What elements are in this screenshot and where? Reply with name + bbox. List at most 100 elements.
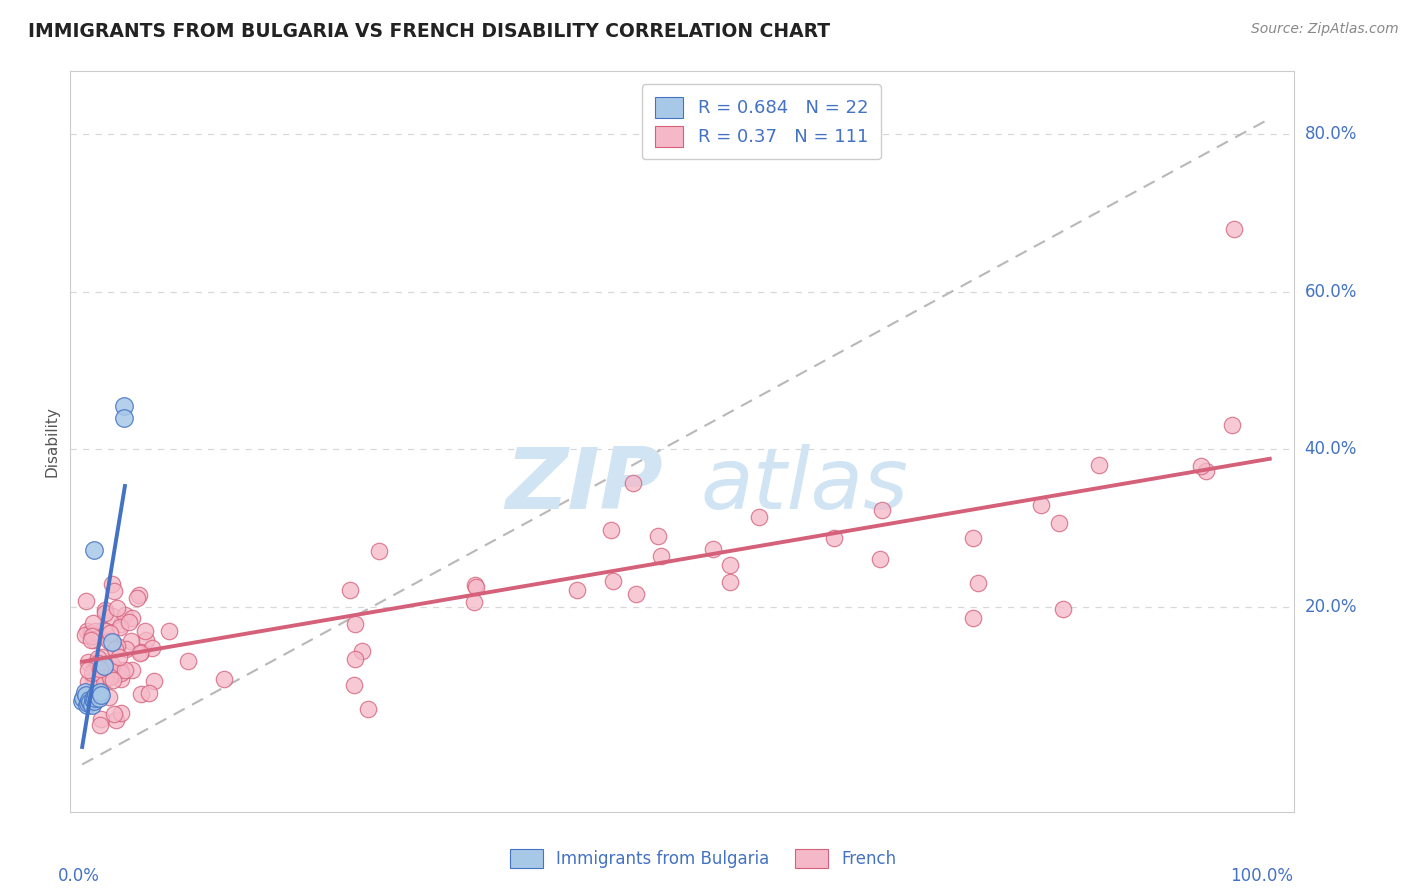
Point [98,670,121,684]
Point [121,611,143,625]
Point [91,650,114,665]
Point [76,624,98,639]
Point [1029,498,1052,512]
Point [75,688,97,702]
Text: 40.0%: 40.0% [1305,441,1357,458]
Point [86,688,108,702]
Point [110,672,132,686]
Point [177,654,200,668]
Point [464,578,486,592]
Point [823,532,845,546]
Point [91,656,114,670]
Point [1195,464,1218,478]
Point [718,558,741,573]
Point [869,552,891,566]
Point [89,718,111,732]
Point [143,673,166,688]
Point [100,609,122,624]
Point [72,690,94,705]
Point [98,690,121,704]
Text: ZIP: ZIP [505,444,662,527]
Point [1189,458,1212,473]
Point [87,690,110,705]
Point [84,690,107,705]
Point [110,665,132,680]
Point [212,672,235,686]
Point [80,698,103,712]
Point [86,687,108,701]
Point [339,582,361,597]
Text: 0.0%: 0.0% [58,867,100,885]
Point [90,712,112,726]
Point [103,665,125,680]
Point [1223,222,1246,236]
Point [83,661,105,675]
Point [82,692,104,706]
Point [1088,458,1111,472]
Point [114,663,136,677]
Point [157,624,180,639]
Point [870,503,893,517]
Point [115,642,138,657]
Point [83,632,105,647]
Point [90,688,112,702]
Y-axis label: Disability: Disability [44,406,59,477]
Point [141,640,163,655]
Point [1052,602,1074,616]
Point [128,588,150,602]
Point [120,634,142,648]
Text: 100.0%: 100.0% [1230,867,1294,885]
Point [94,606,117,620]
Point [600,523,623,537]
Point [129,645,152,659]
Point [105,639,128,653]
Point [128,646,150,660]
Point [75,594,97,608]
Point [87,656,110,670]
Point [79,693,101,707]
Point [1047,516,1070,530]
Point [105,601,128,615]
Point [962,531,984,545]
Text: atlas: atlas [700,444,908,527]
Point [104,642,127,657]
Point [1220,417,1243,432]
Point [966,576,988,591]
Point [118,615,141,629]
Point [121,663,143,677]
Point [82,615,104,630]
Point [110,706,132,720]
Point [82,629,104,643]
Point [103,706,125,721]
Point [79,632,101,647]
Point [79,695,101,709]
Point [108,664,131,678]
Point [86,659,108,673]
Point [77,663,100,677]
Point [748,510,770,524]
Point [77,655,100,669]
Text: IMMIGRANTS FROM BULGARIA VS FRENCH DISABILITY CORRELATION CHART: IMMIGRANTS FROM BULGARIA VS FRENCH DISAB… [28,22,831,41]
Point [465,580,488,594]
Point [83,543,105,558]
Point [84,624,107,638]
Point [86,650,108,665]
Point [718,575,741,590]
Point [621,476,644,491]
Point [131,687,153,701]
Point [80,626,103,640]
Legend: Immigrants from Bulgaria, French: Immigrants from Bulgaria, French [503,842,903,875]
Point [647,528,669,542]
Point [101,658,124,673]
Point [76,698,98,713]
Point [112,399,135,413]
Point [650,549,672,564]
Text: 60.0%: 60.0% [1305,283,1357,301]
Point [343,617,366,632]
Point [103,584,125,599]
Text: Source: ZipAtlas.com: Source: ZipAtlas.com [1251,22,1399,37]
Point [368,543,391,558]
Point [138,686,160,700]
Point [83,694,105,708]
Point [97,633,120,648]
